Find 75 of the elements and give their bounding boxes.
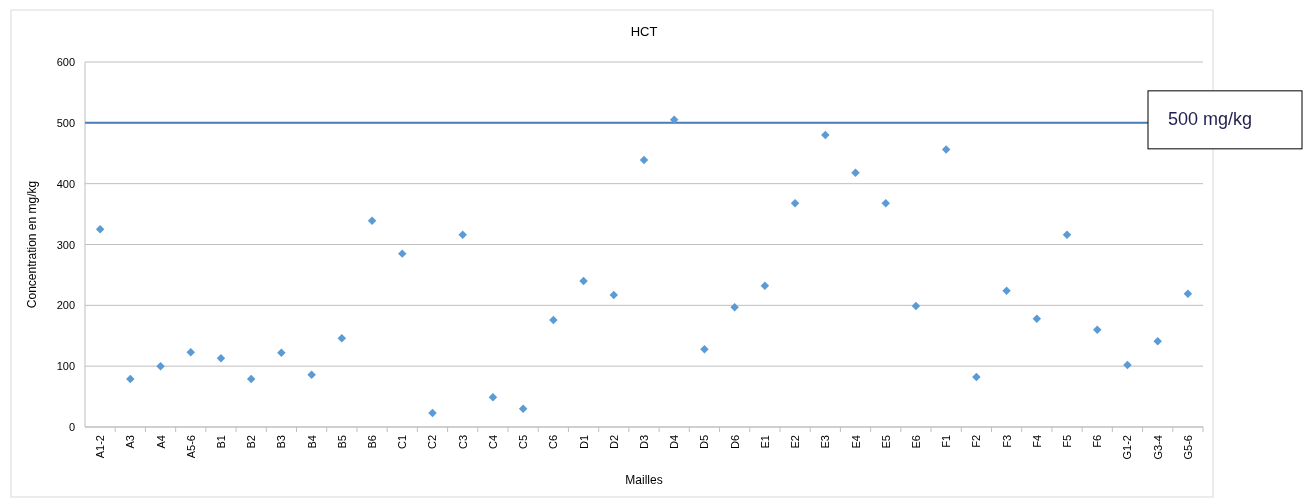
point — [458, 230, 467, 240]
x-tick-label: E5 — [879, 435, 892, 449]
point — [881, 198, 890, 208]
point — [186, 347, 195, 357]
x-tick-label: B4 — [305, 435, 318, 449]
point — [518, 404, 528, 413]
y-tick-label: 200 — [56, 299, 75, 312]
x-tick-label: C1 — [396, 435, 409, 450]
point — [790, 198, 800, 208]
point — [367, 216, 377, 226]
x-tick-label: E1 — [758, 435, 771, 449]
point — [851, 168, 860, 177]
x-tick-label: F4 — [1030, 435, 1043, 448]
x-tick-label: A4 — [154, 435, 167, 449]
ref-line-label: 500 mg/kg — [1168, 108, 1253, 129]
chart-title: HCT — [630, 24, 658, 39]
x-tick-label: F1 — [940, 435, 953, 448]
y-tick-label: 400 — [56, 177, 75, 190]
x-axis-title: Mailles — [625, 473, 663, 487]
point — [95, 225, 105, 234]
x-tick-label: A5-6 — [184, 435, 197, 459]
point — [1093, 325, 1102, 334]
x-tick-label: C5 — [517, 435, 530, 450]
x-tick-label: F3 — [1000, 435, 1013, 448]
y-tick-label: 300 — [56, 238, 75, 251]
point — [669, 115, 679, 125]
x-tick-label: A1-2 — [94, 435, 107, 459]
x-tick-label: A3 — [124, 435, 137, 449]
point — [488, 392, 498, 402]
point — [730, 302, 739, 312]
x-tick-label: F5 — [1061, 435, 1074, 448]
y-tick-label: 0 — [68, 421, 75, 433]
y-tick-label: 600 — [56, 56, 75, 68]
x-tick-label: E2 — [789, 435, 802, 449]
x-tick-label: G5-6 — [1181, 435, 1194, 460]
point — [277, 348, 286, 358]
x-tick-label: B5 — [335, 435, 348, 449]
x-tick-label: G1-2 — [1121, 435, 1134, 460]
x-tick-label: B6 — [366, 435, 379, 449]
point — [246, 374, 256, 384]
point — [760, 281, 770, 291]
y-tick-label: 500 — [56, 116, 75, 129]
x-tick-label: B3 — [275, 435, 288, 449]
x-tick-label: E3 — [819, 435, 832, 449]
x-tick-label: C6 — [547, 435, 560, 450]
point — [639, 155, 649, 165]
x-tick-label: D6 — [728, 435, 741, 450]
point — [609, 290, 619, 300]
point — [1032, 314, 1042, 323]
point — [1062, 230, 1072, 240]
x-tick-label: D4 — [668, 435, 681, 450]
point — [911, 301, 921, 311]
point — [1153, 336, 1162, 346]
x-tick-label: D1 — [577, 435, 590, 450]
x-tick-label: C4 — [486, 435, 499, 450]
y-axis-title: Concentration en mg/kg — [25, 180, 39, 309]
point — [307, 370, 316, 379]
point — [216, 354, 226, 363]
x-tick-label: D5 — [698, 435, 711, 450]
x-tick-label: D2 — [607, 435, 620, 450]
x-tick-label: E4 — [849, 435, 862, 449]
x-tick-label: B1 — [214, 435, 227, 449]
point — [1183, 289, 1193, 299]
point — [1002, 286, 1011, 295]
x-tick-label: F2 — [970, 435, 983, 448]
point — [398, 249, 407, 258]
x-tick-label: F6 — [1091, 435, 1104, 448]
x-tick-label: D3 — [638, 435, 650, 450]
x-tick-label: G3-4 — [1151, 435, 1164, 460]
x-tick-label: B2 — [245, 435, 258, 449]
y-tick-label: 100 — [56, 360, 75, 373]
x-tick-label: C2 — [426, 435, 439, 450]
x-tick-label: C3 — [456, 435, 469, 450]
x-tick-label: E6 — [909, 435, 922, 449]
point — [337, 333, 347, 343]
